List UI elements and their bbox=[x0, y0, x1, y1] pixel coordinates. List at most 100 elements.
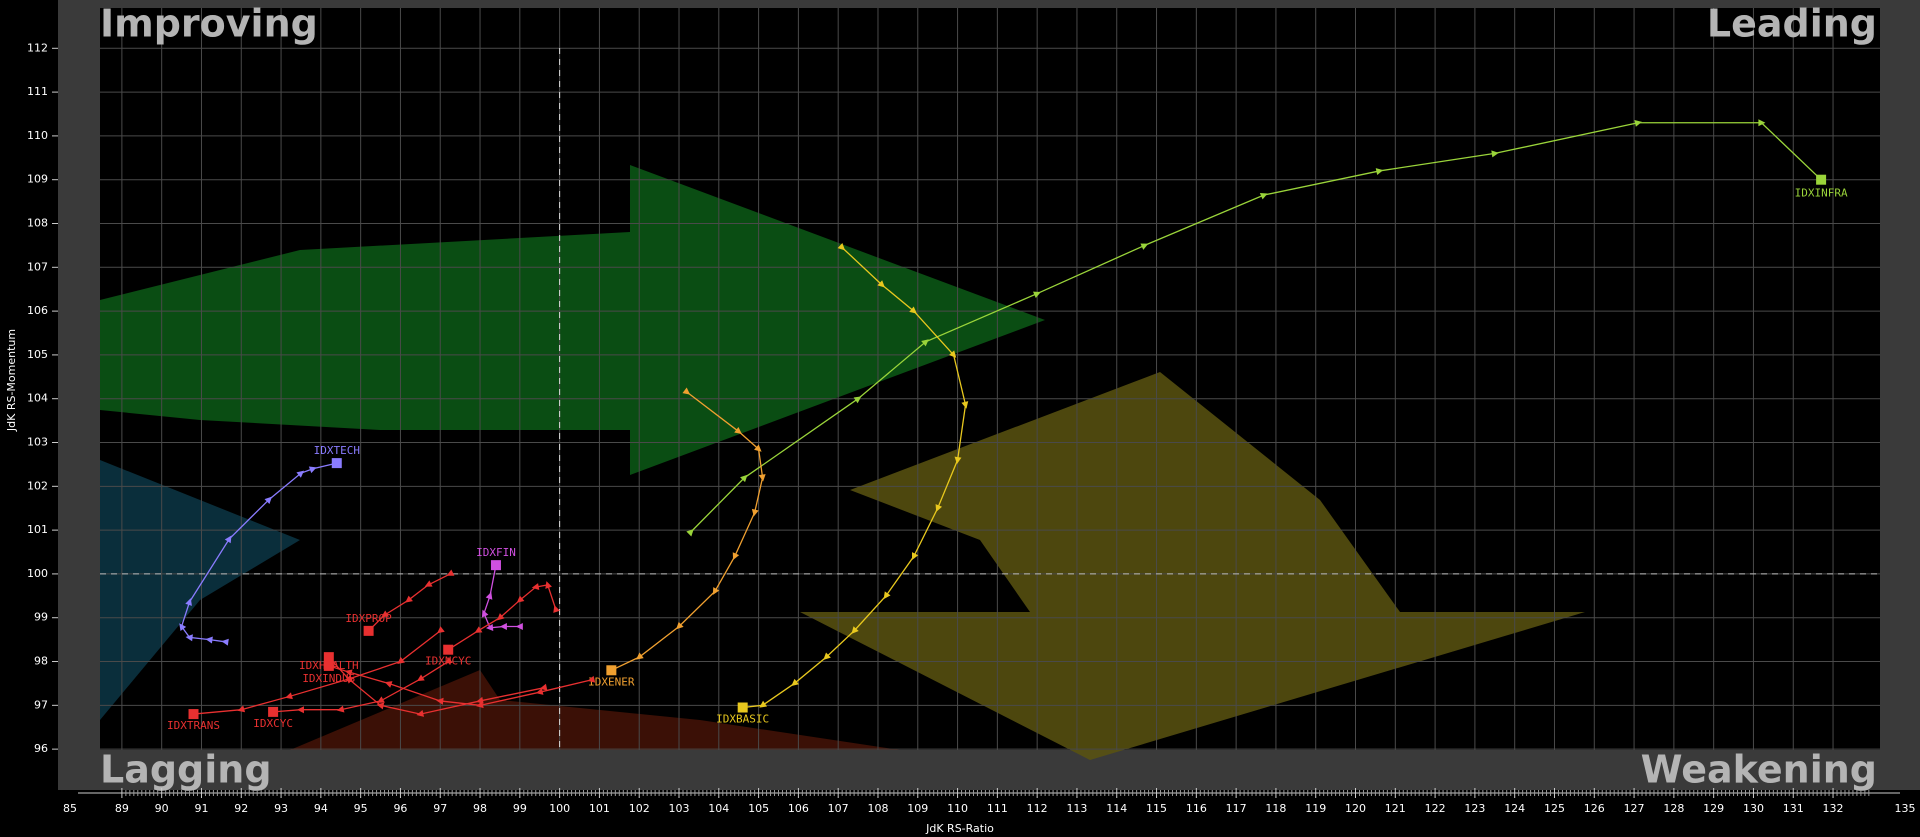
series-label: IDXTECH bbox=[314, 444, 360, 457]
trail-head bbox=[363, 625, 374, 636]
x-axis-title: JdK RS-Ratio bbox=[925, 822, 994, 835]
x-tick-label: 111 bbox=[987, 802, 1008, 815]
trail-point bbox=[377, 696, 385, 703]
background-arrows bbox=[100, 165, 1585, 760]
y-tick-label: 112 bbox=[27, 41, 48, 54]
series-label: IDXINFRA bbox=[1795, 187, 1848, 200]
x-tick-label: 106 bbox=[788, 802, 809, 815]
trail-point bbox=[751, 508, 759, 517]
series-label: IDXBASIC bbox=[716, 713, 769, 726]
trail-point bbox=[486, 624, 494, 631]
x-tick-label: 127 bbox=[1624, 802, 1645, 815]
trail-point bbox=[686, 529, 694, 537]
yellow-arrow bbox=[800, 372, 1585, 760]
trail-point bbox=[205, 636, 213, 644]
trail-point bbox=[444, 656, 453, 664]
trail-point bbox=[740, 474, 748, 483]
x-tick-label: 107 bbox=[828, 802, 849, 815]
trail-point bbox=[935, 504, 943, 512]
trail-point bbox=[587, 675, 596, 683]
trail-point bbox=[185, 634, 193, 642]
x-tick-label: 101 bbox=[589, 802, 610, 815]
trail-point bbox=[1033, 291, 1041, 298]
trail-head bbox=[606, 665, 617, 676]
x-tick-label: 104 bbox=[708, 802, 729, 815]
x-tick-label: 93 bbox=[274, 802, 288, 815]
trail-point bbox=[791, 678, 799, 686]
trail-line bbox=[193, 630, 441, 715]
blue-arrow bbox=[100, 460, 300, 720]
trail-point bbox=[1140, 243, 1149, 250]
trail-point bbox=[424, 580, 433, 587]
x-tick-label: 110 bbox=[947, 802, 968, 815]
trail-point bbox=[712, 587, 720, 595]
x-tick-label: 121 bbox=[1385, 802, 1406, 815]
y-tick-label: 108 bbox=[27, 217, 48, 230]
x-tick-label: 132 bbox=[1823, 802, 1844, 815]
trail-point bbox=[296, 470, 305, 478]
trail-point bbox=[308, 466, 317, 474]
x-tick-label: 116 bbox=[1186, 802, 1207, 815]
trail-point bbox=[264, 496, 272, 505]
trail-point bbox=[682, 387, 691, 395]
x-tick-label: 99 bbox=[513, 802, 527, 815]
x-tick-label: 96 bbox=[393, 802, 407, 815]
y-tick-label: 99 bbox=[34, 611, 48, 624]
x-tick-label: 126 bbox=[1584, 802, 1605, 815]
trail-point bbox=[474, 626, 483, 633]
y-tick-label: 96 bbox=[34, 742, 48, 755]
trail-point bbox=[553, 605, 560, 613]
trail-point bbox=[909, 306, 917, 314]
trail-point bbox=[732, 552, 740, 561]
trail-point bbox=[954, 456, 962, 464]
quadrant-label: Leading bbox=[1707, 2, 1877, 46]
x-tick-label: 131 bbox=[1783, 802, 1804, 815]
trail-point bbox=[344, 669, 353, 677]
trail-head bbox=[268, 706, 279, 717]
trail-point bbox=[948, 350, 957, 358]
trail-point bbox=[823, 652, 831, 660]
x-tick-label: 94 bbox=[314, 802, 328, 815]
trail-point bbox=[759, 700, 768, 708]
trail-point bbox=[416, 674, 425, 682]
y-tick-label: 105 bbox=[27, 348, 48, 361]
x-tick-label: 122 bbox=[1425, 802, 1446, 815]
trail-point bbox=[853, 396, 862, 404]
y-axis-title: JdK RS-Momentum bbox=[5, 329, 18, 432]
trail-point bbox=[1634, 119, 1642, 127]
trail-point bbox=[336, 705, 345, 713]
x-tick-label: 123 bbox=[1464, 802, 1485, 815]
green-arrow bbox=[100, 165, 1045, 475]
series-label: IDXFIN bbox=[476, 546, 516, 559]
trail-point bbox=[296, 706, 304, 714]
y-tick-label: 101 bbox=[27, 523, 48, 536]
trail-point bbox=[481, 609, 489, 618]
trail-point bbox=[535, 688, 544, 695]
trail-point bbox=[185, 598, 192, 606]
trail-point bbox=[384, 681, 393, 688]
trail-point bbox=[1758, 119, 1766, 127]
trail-line bbox=[611, 391, 764, 671]
trail-point bbox=[961, 401, 969, 409]
x-tick-label: 100 bbox=[549, 802, 570, 815]
trail-point bbox=[837, 242, 846, 251]
trail-point bbox=[515, 622, 523, 630]
trail-head bbox=[188, 709, 199, 720]
trail-point bbox=[381, 610, 389, 618]
trail-point bbox=[545, 581, 552, 589]
trail-point bbox=[285, 692, 293, 700]
x-tick-label: 118 bbox=[1265, 802, 1286, 815]
y-tick-label: 98 bbox=[34, 655, 48, 668]
x-tick-label: 109 bbox=[907, 802, 928, 815]
trail-point bbox=[376, 702, 385, 710]
y-tick-label: 106 bbox=[27, 304, 48, 317]
trail-point bbox=[758, 474, 766, 482]
x-tick-label: 124 bbox=[1504, 802, 1525, 815]
trail-point bbox=[485, 592, 493, 600]
y-tick-label: 102 bbox=[27, 479, 48, 492]
trail-point bbox=[344, 674, 353, 682]
trail-point bbox=[224, 535, 232, 544]
x-tick-label: 108 bbox=[867, 802, 888, 815]
x-axis-end-label: 85 bbox=[63, 802, 77, 815]
